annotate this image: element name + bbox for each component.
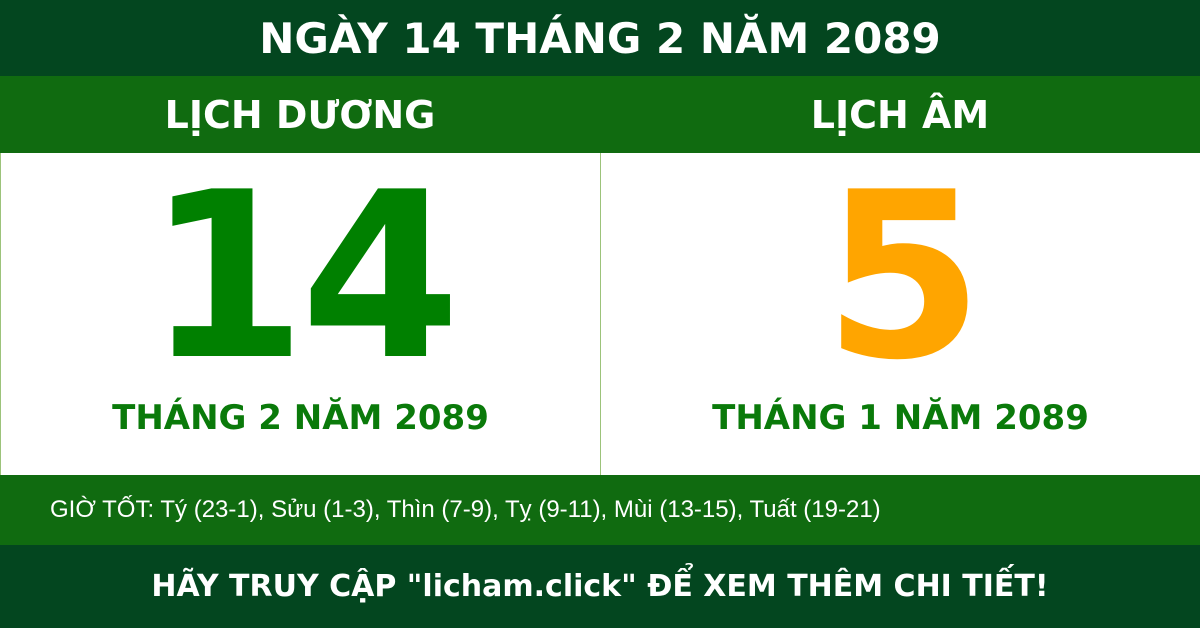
calendar-headers: LỊCH DƯƠNG LỊCH ÂM bbox=[0, 76, 1200, 153]
footer-cta: HÃY TRUY CẬP "licham.click" ĐỂ XEM THÊM … bbox=[0, 545, 1200, 628]
solar-day: 14 bbox=[146, 144, 460, 411]
lunar-day: 5 bbox=[823, 144, 983, 411]
calendar-body: 14 THÁNG 2 NĂM 2089 5 THÁNG 1 NĂM 2089 bbox=[0, 153, 1200, 475]
solar-calendar-label: LỊCH DƯƠNG bbox=[164, 92, 436, 137]
solar-month-year: THÁNG 2 NĂM 2089 bbox=[112, 398, 489, 438]
page-title: NGÀY 14 THÁNG 2 NĂM 2089 bbox=[0, 0, 1200, 76]
lunar-panel: 5 THÁNG 1 NĂM 2089 bbox=[601, 153, 1200, 475]
lunar-month-year: THÁNG 1 NĂM 2089 bbox=[712, 398, 1089, 438]
lunar-calendar-label: LỊCH ÂM bbox=[810, 92, 990, 137]
solar-panel: 14 THÁNG 2 NĂM 2089 bbox=[0, 153, 601, 475]
good-hours: GIỜ TỐT: Tý (23-1), Sửu (1-3), Thìn (7-9… bbox=[0, 475, 1200, 545]
